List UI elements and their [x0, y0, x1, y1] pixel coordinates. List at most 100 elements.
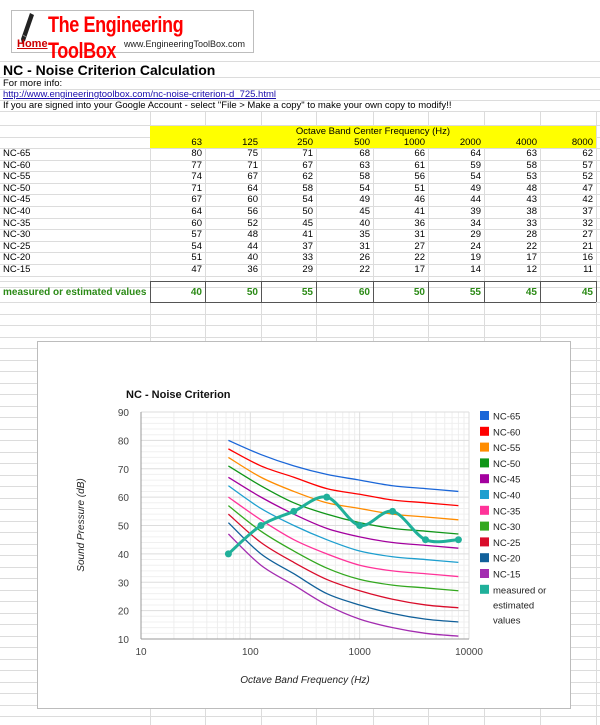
- nc-value-cell[interactable]: 41: [302, 229, 313, 241]
- nc-value-cell[interactable]: 51: [191, 252, 202, 264]
- nc-value-cell[interactable]: 63: [526, 148, 537, 159]
- nc-value-cell[interactable]: 64: [247, 182, 258, 194]
- nc-chart[interactable]: 10 20 30 40 50 60 70 80 90 10 100 1000 10000 NC - Noi…: [37, 341, 571, 709]
- nc-row-label[interactable]: NC-20: [3, 252, 31, 264]
- data-point-marker[interactable]: [323, 493, 331, 501]
- nc-value-cell[interactable]: 26: [359, 252, 370, 264]
- frequency-header-cell[interactable]: 8000: [571, 137, 593, 148]
- measured-value-cell[interactable]: 60: [358, 287, 370, 298]
- nc-value-cell[interactable]: 50: [302, 206, 313, 217]
- nc-value-cell[interactable]: 45: [359, 206, 370, 217]
- nc-value-cell[interactable]: 54: [302, 194, 313, 206]
- measured-value-cell[interactable]: 55: [301, 287, 313, 298]
- nc-value-cell[interactable]: 17: [414, 264, 425, 275]
- nc-value-cell[interactable]: 60: [191, 217, 202, 229]
- measured-value-cell[interactable]: 50: [413, 287, 425, 298]
- nc-value-cell[interactable]: 57: [191, 229, 202, 241]
- nc-value-cell[interactable]: 56: [414, 171, 425, 183]
- nc-value-cell[interactable]: 64: [191, 206, 202, 217]
- nc-value-cell[interactable]: 43: [526, 194, 537, 206]
- nc-value-cell[interactable]: 53: [526, 171, 537, 183]
- nc-value-cell[interactable]: 12: [526, 264, 537, 275]
- measured-value-cell[interactable]: 45: [581, 287, 593, 298]
- nc-value-cell[interactable]: 41: [414, 206, 425, 217]
- series-line[interactable]: [228, 496, 459, 578]
- nc-value-cell[interactable]: 31: [359, 240, 370, 252]
- nc-value-cell[interactable]: 67: [247, 171, 258, 183]
- nc-value-cell[interactable]: 11: [583, 264, 593, 275]
- nc-value-cell[interactable]: 36: [414, 217, 425, 229]
- series-line[interactable]: [228, 448, 459, 507]
- nc-value-cell[interactable]: 62: [302, 171, 313, 183]
- frequency-header-cell[interactable]: 1000: [403, 137, 425, 148]
- measured-value-cell[interactable]: 40: [190, 287, 202, 298]
- nc-value-cell[interactable]: 71: [247, 159, 258, 171]
- nc-value-cell[interactable]: 17: [526, 252, 537, 264]
- nc-row-label[interactable]: NC-55: [3, 171, 31, 183]
- nc-value-cell[interactable]: 66: [414, 148, 425, 159]
- data-point-marker[interactable]: [389, 507, 397, 515]
- nc-value-cell[interactable]: 56: [247, 206, 258, 217]
- nc-value-cell[interactable]: 52: [247, 217, 258, 229]
- nc-value-cell[interactable]: 49: [470, 182, 481, 194]
- measured-value-cell[interactable]: 45: [525, 287, 537, 298]
- nc-value-cell[interactable]: 29: [302, 264, 313, 275]
- nc-value-cell[interactable]: 28: [526, 229, 537, 241]
- nc-value-cell[interactable]: 19: [470, 252, 481, 264]
- nc-value-cell[interactable]: 16: [582, 252, 593, 264]
- nc-value-cell[interactable]: 34: [470, 217, 481, 229]
- data-point-marker[interactable]: [356, 522, 364, 529]
- nc-value-cell[interactable]: 42: [582, 194, 593, 206]
- nc-value-cell[interactable]: 32: [582, 217, 593, 229]
- frequency-header-cell[interactable]: 63: [191, 137, 202, 148]
- nc-value-cell[interactable]: 44: [470, 194, 481, 206]
- nc-value-cell[interactable]: 61: [414, 159, 425, 171]
- nc-value-cell[interactable]: 80: [191, 148, 202, 159]
- nc-row-label[interactable]: NC-60: [3, 159, 31, 171]
- data-point-marker[interactable]: [290, 507, 298, 515]
- nc-value-cell[interactable]: 58: [302, 182, 313, 194]
- series-line[interactable]: [228, 456, 459, 521]
- nc-value-cell[interactable]: 60: [247, 194, 258, 206]
- nc-value-cell[interactable]: 57: [582, 159, 593, 171]
- home-link[interactable]: Home: [17, 38, 48, 50]
- nc-value-cell[interactable]: 54: [191, 240, 202, 252]
- nc-value-cell[interactable]: 58: [359, 171, 370, 183]
- data-point-marker[interactable]: [421, 536, 429, 544]
- series-line[interactable]: [227, 513, 459, 609]
- data-point-marker[interactable]: [224, 550, 232, 558]
- nc-value-cell[interactable]: 68: [359, 148, 370, 159]
- nc-value-cell[interactable]: 22: [359, 264, 370, 275]
- nc-row-label[interactable]: NC-50: [3, 182, 31, 194]
- nc-value-cell[interactable]: 67: [302, 159, 313, 171]
- nc-row-label[interactable]: NC-45: [3, 194, 31, 206]
- frequency-header-cell[interactable]: 125: [242, 137, 258, 148]
- series-line[interactable]: [227, 505, 459, 592]
- measured-value-cell[interactable]: 50: [246, 287, 258, 298]
- nc-value-cell[interactable]: 33: [526, 217, 537, 229]
- series-line[interactable]: [228, 439, 459, 493]
- frequency-header-cell[interactable]: 250: [297, 137, 313, 148]
- series-line[interactable]: [228, 485, 459, 564]
- nc-value-cell[interactable]: 47: [582, 182, 593, 194]
- nc-value-cell[interactable]: 40: [247, 252, 258, 264]
- nc-value-cell[interactable]: 64: [470, 148, 481, 159]
- nc-value-cell[interactable]: 52: [582, 171, 593, 183]
- nc-value-cell[interactable]: 48: [247, 229, 258, 241]
- series-line[interactable]: [227, 533, 459, 637]
- nc-row-label[interactable]: NC-30: [3, 229, 31, 241]
- nc-row-label[interactable]: NC-15: [3, 264, 31, 275]
- nc-value-cell[interactable]: 39: [470, 206, 481, 217]
- nc-value-cell[interactable]: 46: [414, 194, 425, 206]
- nc-value-cell[interactable]: 27: [414, 240, 425, 252]
- nc-value-cell[interactable]: 37: [302, 240, 313, 252]
- nc-value-cell[interactable]: 14: [470, 264, 481, 275]
- nc-value-cell[interactable]: 38: [526, 206, 537, 217]
- nc-value-cell[interactable]: 54: [470, 171, 481, 183]
- series-line[interactable]: [228, 465, 459, 535]
- nc-value-cell[interactable]: 71: [302, 148, 313, 159]
- nc-value-cell[interactable]: 22: [414, 252, 425, 264]
- nc-value-cell[interactable]: 36: [247, 264, 258, 275]
- nc-row-label[interactable]: NC-35: [3, 217, 31, 229]
- nc-value-cell[interactable]: 40: [359, 217, 370, 229]
